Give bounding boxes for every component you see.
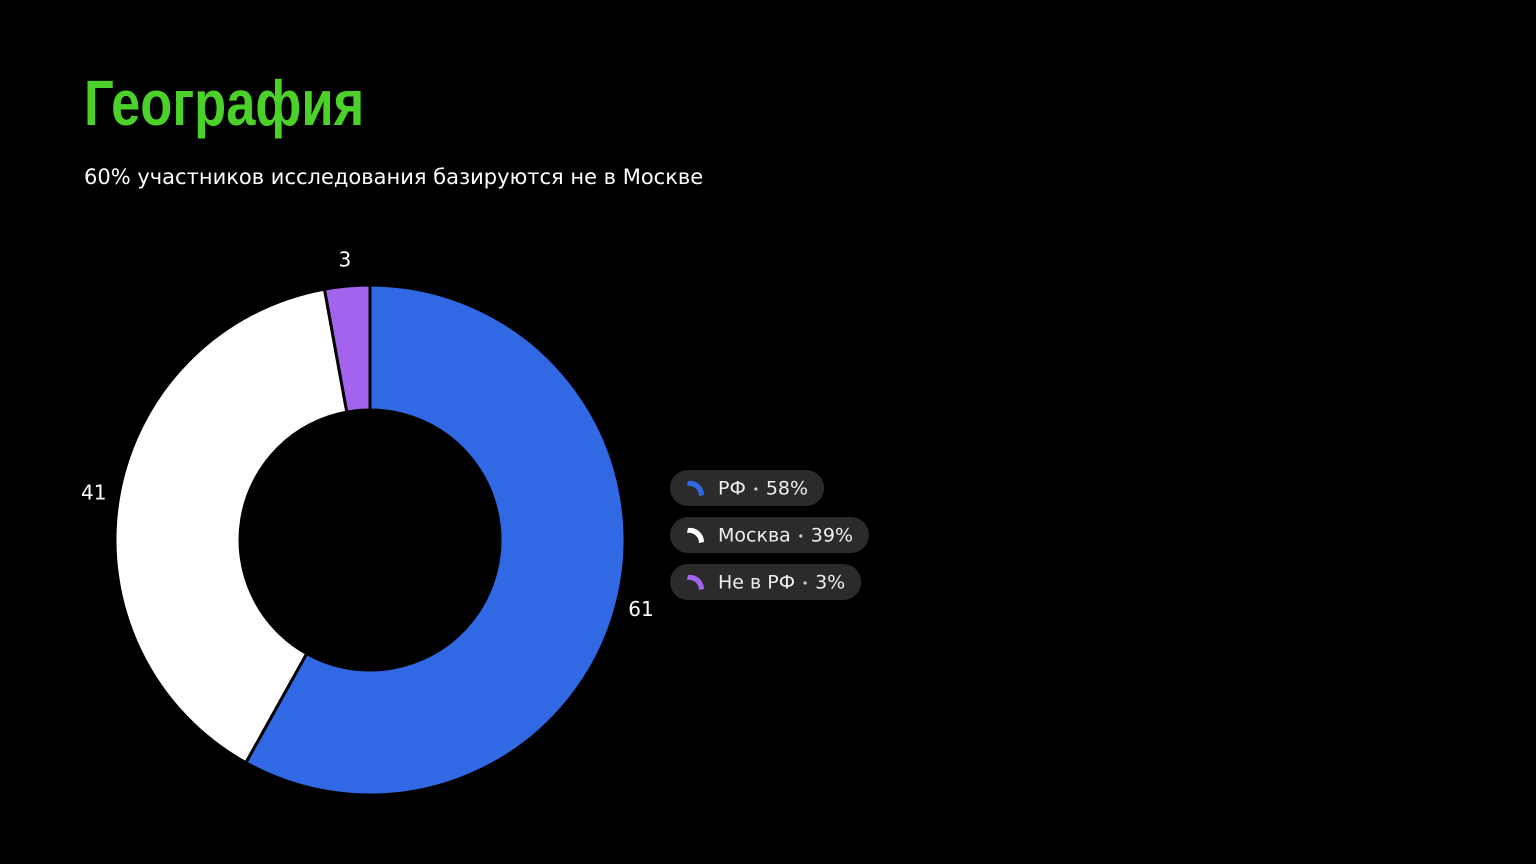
legend-pill [670,470,825,506]
legend-icon [687,527,705,543]
legend-share: 58% [766,478,808,500]
legend-item: Москва 39% [670,517,870,553]
donut-segment [113,287,349,765]
legend-icon [687,574,705,590]
legend-label: Москва [718,525,791,547]
chart-subtitle: 60% участников исследования базируются н… [84,165,703,189]
legend-icon [687,480,705,496]
legend-label: РФ [718,478,746,500]
legend-pill [670,517,870,553]
legend-separator [803,581,807,585]
data-label: 3 [339,248,352,272]
chart-title: География [84,68,364,139]
legend-share: 39% [811,525,853,547]
legend-separator [799,534,803,538]
legend-separator [754,487,758,491]
donut-segment [244,283,627,797]
data-label: 61 [628,597,653,621]
legend-label: Не в РФ [718,572,795,594]
data-label: 41 [81,481,106,505]
legend-item: РФ 58% [670,470,825,506]
legend-share: 3% [815,572,845,594]
legend-item: Не в РФ 3% [670,564,862,600]
donut-segment [322,283,372,414]
legend-pill [670,564,862,600]
